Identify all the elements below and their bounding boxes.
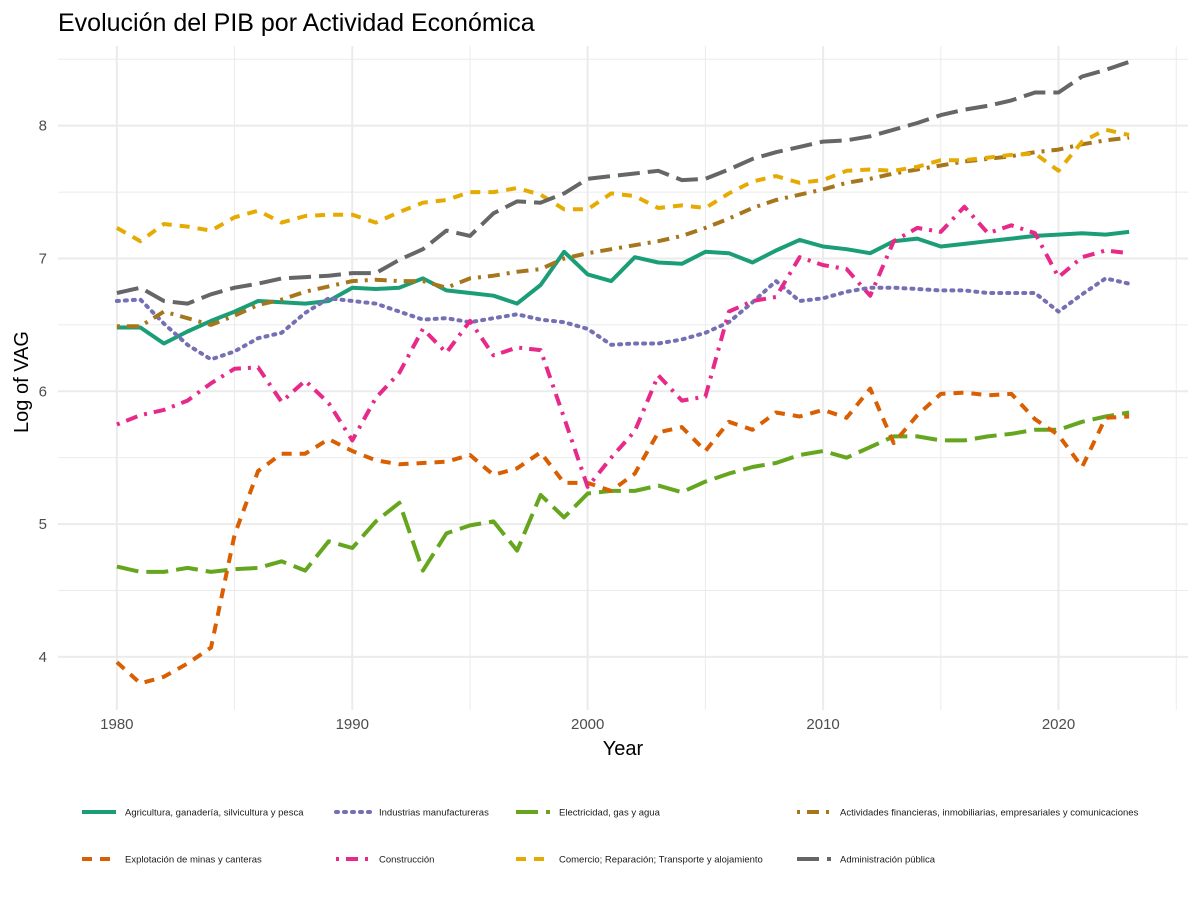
- legend: Agricultura, ganadería, silvicultura y p…: [82, 808, 1139, 866]
- x-tick-label: 2000: [571, 716, 604, 733]
- y-tick-label: 4: [39, 649, 47, 666]
- legend-item: Explotación de minas y canteras: [82, 855, 262, 866]
- series-line-6: [116, 204, 1130, 489]
- x-tick-label: 2020: [1042, 716, 1075, 733]
- x-tick-label: 1990: [336, 716, 369, 733]
- legend-item: Construcción: [336, 855, 434, 866]
- series-line-3: [116, 410, 1130, 574]
- legend-item: Industrias manufactureras: [334, 808, 489, 819]
- series-line-1: [116, 229, 1130, 346]
- legend-label: Actividades financieras, inmobiliarias, …: [840, 808, 1139, 819]
- legend-item: Actividades financieras, inmobiliarias, …: [797, 808, 1139, 819]
- series-line-2: [114, 276, 1132, 362]
- series-line-8: [116, 60, 1130, 306]
- x-axis-title: Year: [603, 738, 644, 760]
- legend-label: Construcción: [379, 855, 434, 866]
- y-tick-label: 7: [39, 250, 47, 267]
- legend-item: Electricidad, gas y agua: [516, 808, 661, 819]
- y-axis-title: Log of VAG: [11, 331, 33, 433]
- legend-item: Agricultura, ganadería, silvicultura y p…: [82, 808, 304, 819]
- y-tick-labels: 4 5 6 7 8: [39, 118, 47, 666]
- legend-label: Electricidad, gas y agua: [559, 808, 661, 819]
- legend-label: Administración pública: [840, 855, 936, 866]
- y-tick-label: 5: [39, 516, 47, 533]
- y-tick-label: 8: [39, 118, 47, 135]
- series-line-4: [116, 135, 1130, 329]
- legend-item: Administración pública: [797, 855, 936, 866]
- legend-label: Explotación de minas y canteras: [125, 855, 262, 866]
- legend-item: Comercio; Reparación; Transporte y aloja…: [516, 855, 763, 866]
- chart-title: Evolución del PIB por Actividad Económic…: [58, 9, 535, 37]
- x-tick-label: 2010: [806, 716, 839, 733]
- legend-label: Industrias manufactureras: [379, 808, 489, 819]
- legend-label: Comercio; Reparación; Transporte y aloja…: [559, 855, 763, 866]
- y-tick-label: 6: [39, 383, 47, 400]
- x-tick-labels: 1980 1990 2000 2010 2020: [100, 716, 1075, 733]
- series-lines: [114, 60, 1132, 686]
- grid: [58, 46, 1188, 710]
- series-line-5: [115, 386, 1130, 686]
- legend-label: Agricultura, ganadería, silvicultura y p…: [125, 808, 304, 819]
- x-tick-label: 1980: [100, 716, 133, 733]
- series-line-7: [115, 127, 1130, 244]
